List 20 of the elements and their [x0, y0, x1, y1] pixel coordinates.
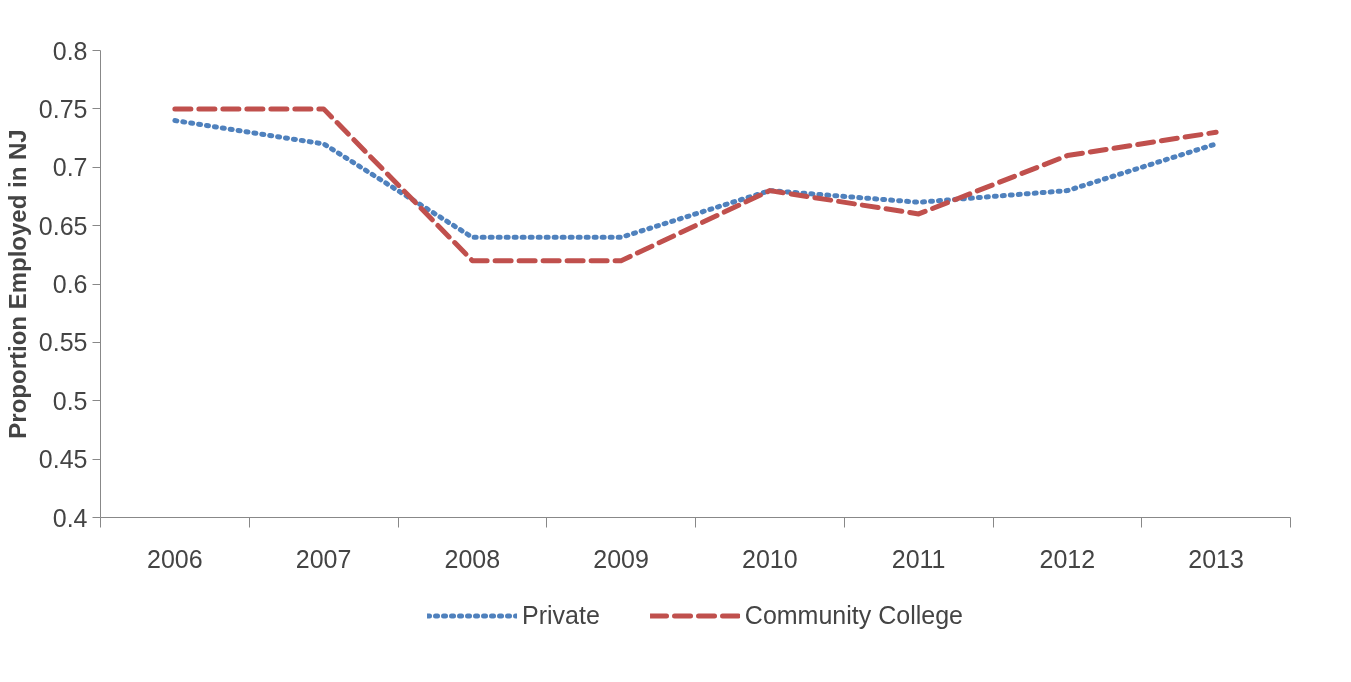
- x-tick-label: 2011: [891, 544, 946, 573]
- y-tick-label: 0.65: [38, 211, 88, 240]
- y-axis-title: Proportion Employed in NJ: [3, 129, 31, 439]
- x-tick-label: 2009: [593, 544, 649, 573]
- x-tick-label: 2008: [444, 544, 501, 573]
- y-tick-label: 0.6: [52, 270, 88, 298]
- x-tick-label: 2013: [1188, 544, 1244, 573]
- x-tick-label: 2010: [742, 544, 798, 573]
- y-tick-label: 0.75: [38, 94, 88, 123]
- y-tick-label: 0.45: [38, 445, 88, 474]
- y-tick-label: 0.55: [38, 328, 88, 357]
- x-tick-label: 2006: [147, 544, 203, 573]
- x-tick-label: 2007: [295, 544, 352, 573]
- legend-label: Private: [522, 600, 600, 630]
- y-tick-label: 0.7: [52, 153, 88, 182]
- x-tick-label: 2012: [1039, 544, 1096, 573]
- y-tick-label: 0.8: [52, 36, 88, 65]
- y-tick-label: 0.5: [52, 386, 88, 415]
- legend-label: Community College: [744, 600, 963, 630]
- y-tick-label: 0.4: [52, 503, 88, 532]
